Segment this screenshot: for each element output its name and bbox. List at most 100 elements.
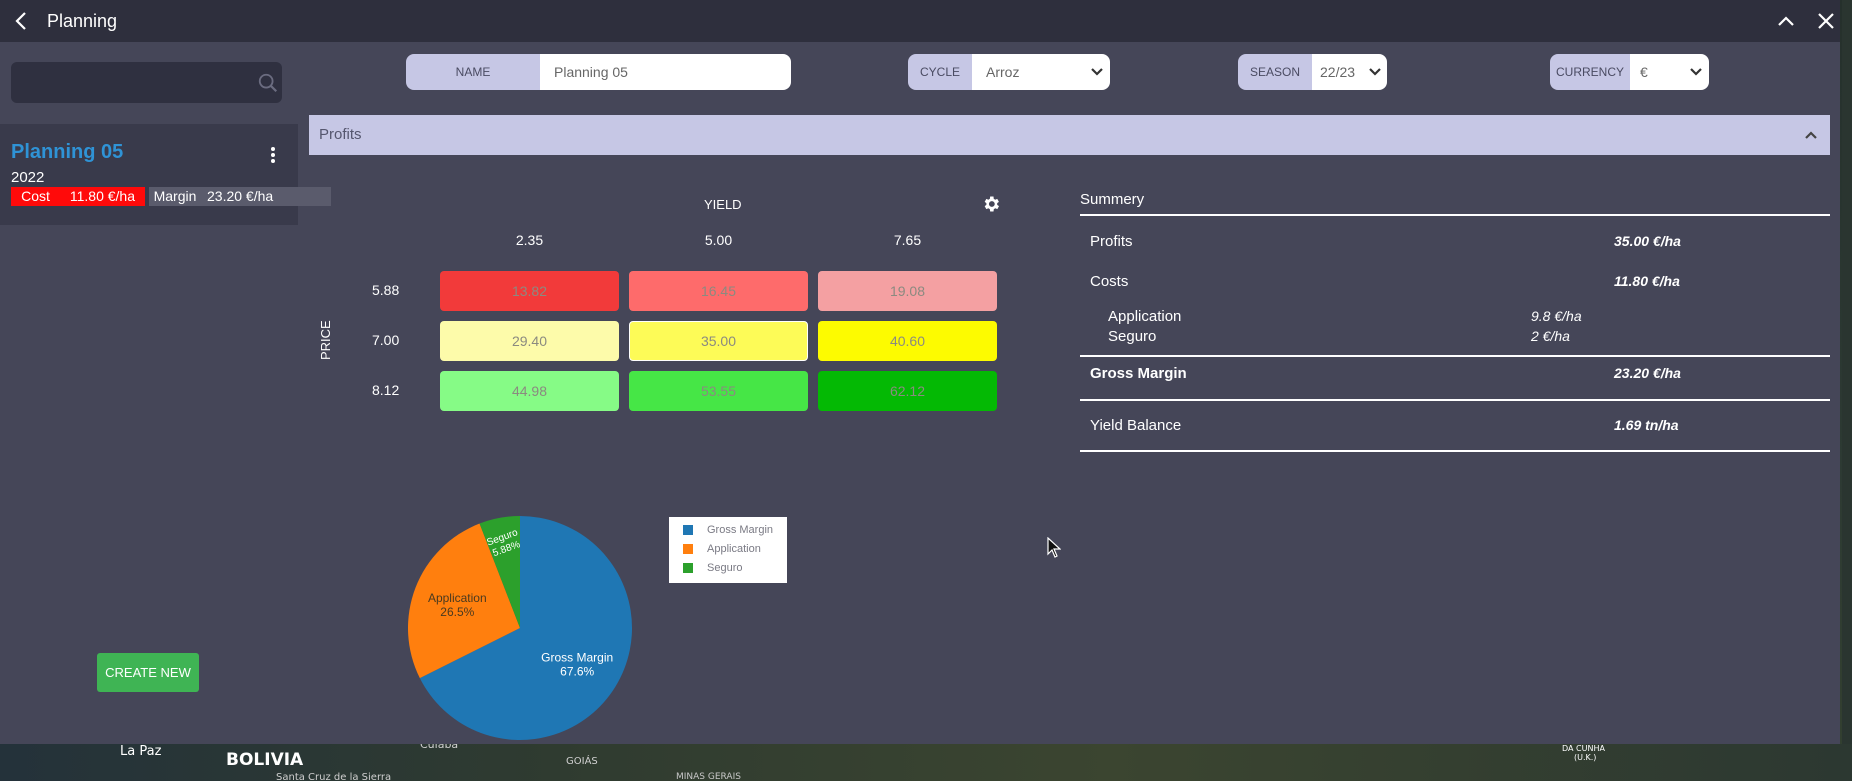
profits-section-title: Profits — [319, 126, 362, 143]
minimize-chevron-icon[interactable] — [1774, 9, 1798, 33]
summary-seguro-label: Seguro — [1108, 328, 1157, 345]
cycle-field-label: CYCLE — [908, 54, 972, 90]
yield-axis-label: YIELD — [704, 197, 742, 212]
map-label-uk: (U.K.) — [1574, 753, 1597, 762]
plan-year: 2022 — [11, 169, 45, 186]
summary-costs-label: Costs — [1090, 273, 1129, 290]
chevron-down-icon — [1091, 68, 1103, 76]
price-axis-label: PRICE — [318, 320, 333, 360]
season-field: SEASON 22/23 — [1238, 54, 1387, 90]
profits-section-header[interactable]: Profits — [309, 115, 1830, 155]
price-row-header: 8.12 — [372, 382, 400, 398]
summary-seguro-value: 2 €/ha — [1531, 328, 1570, 344]
mouse-cursor-icon — [1047, 537, 1061, 558]
profit-cell-selected[interactable]: 35.00 — [629, 321, 808, 361]
summary-profits-value: 35.00 €/ha — [1614, 233, 1681, 249]
pie-slice-label: Application — [428, 591, 487, 605]
price-row-header: 7.00 — [372, 332, 400, 348]
summary-divider — [1080, 450, 1830, 452]
profit-cell[interactable]: 62.12 — [818, 371, 997, 411]
currency-select[interactable]: € — [1630, 54, 1709, 90]
legend-label: Application — [707, 543, 761, 555]
pie-slice-seguro — [479, 516, 520, 628]
map-strip: La Paz BOLIVIA Cuiabá GOIÁS MINAS GERAIS… — [0, 738, 1852, 781]
currency-field-label: CURRENCY — [1550, 54, 1630, 90]
map-label-la-paz: La Paz — [120, 744, 162, 759]
summary-divider — [1080, 214, 1830, 216]
summary-yield-balance-label: Yield Balance — [1090, 417, 1182, 434]
pie-slice-percent: 26.5% — [440, 605, 474, 619]
summary-gross-margin-label: Gross Margin — [1090, 365, 1187, 382]
profit-cell[interactable]: 53.55 — [629, 371, 808, 411]
pie-slice-application — [408, 523, 520, 679]
legend-label: Gross Margin — [707, 524, 774, 536]
legend-item: Seguro — [683, 562, 742, 574]
search-icon[interactable] — [257, 72, 279, 94]
summary-profits-label: Profits — [1090, 233, 1133, 250]
yield-column-header: 2.35 — [515, 232, 544, 248]
summary-yield-balance-value: 1.69 tn/ha — [1614, 417, 1679, 433]
yield-column-header: 7.65 — [893, 232, 922, 248]
legend-swatch — [683, 544, 693, 554]
map-label-da-cunha: DA CUNHA — [1562, 744, 1605, 753]
search-box — [11, 62, 282, 103]
margin-badge-value: 23.20 €/ha — [201, 187, 331, 206]
name-field-label: NAME — [406, 54, 540, 90]
profit-cell[interactable]: 16.45 — [629, 271, 808, 311]
plan-card[interactable] — [0, 124, 298, 225]
season-select-value: 22/23 — [1320, 64, 1356, 80]
legend-swatch — [683, 525, 693, 535]
search-input[interactable] — [11, 62, 241, 103]
cost-badge-value: 11.80 €/ha — [60, 187, 145, 206]
cycle-select[interactable]: Arroz — [972, 54, 1110, 90]
cycle-select-value: Arroz — [986, 64, 1020, 80]
map-label-minas-gerais: MINAS GERAIS — [676, 772, 741, 781]
map-label-bolivia: BOLIVIA — [226, 750, 304, 770]
yield-column-header: 5.00 — [704, 232, 733, 248]
summary-application-label: Application — [1108, 308, 1182, 325]
currency-select-value: € — [1640, 64, 1648, 80]
profit-cell[interactable]: 44.98 — [440, 371, 619, 411]
margin-badge-label: Margin — [149, 187, 201, 206]
summary-divider — [1080, 399, 1830, 401]
map-label-santa-cruz: Santa Cruz de la Sierra — [276, 772, 392, 781]
currency-field: CURRENCY € — [1550, 54, 1709, 90]
profit-cell[interactable]: 19.08 — [818, 271, 997, 311]
cycle-field: CYCLE Arroz — [908, 54, 1110, 90]
season-field-label: SEASON — [1238, 54, 1312, 90]
legend-item: Gross Margin — [683, 524, 773, 536]
legend-swatch — [683, 563, 693, 573]
summary-costs-value: 11.80 €/ha — [1614, 273, 1680, 289]
plan-badges: Cost 11.80 €/ha Margin 23.20 €/ha — [11, 187, 331, 206]
pie-slice-label: Gross Margin — [541, 650, 613, 664]
map-label-goias: GOIÁS — [566, 756, 598, 767]
profit-cell[interactable]: 29.40 — [440, 321, 619, 361]
back-arrow-icon[interactable] — [10, 9, 34, 33]
summary-gross-margin-value: 23.20 €/ha — [1614, 365, 1681, 381]
chevron-down-icon — [1369, 68, 1381, 76]
chevron-up-icon[interactable] — [1803, 127, 1819, 143]
legend-item: Application — [683, 543, 761, 555]
summary-title: Summery — [1080, 191, 1145, 208]
pie-slice-percent: 67.6% — [560, 664, 594, 678]
profit-cell[interactable]: 40.60 — [818, 321, 997, 361]
pie-legend: Gross Margin Application Seguro — [669, 517, 787, 583]
cost-breakdown-pie-chart: Gross Margin67.6%Application26.5%Seguro5… — [408, 516, 632, 740]
gear-icon[interactable] — [981, 194, 1001, 214]
close-icon[interactable] — [1814, 9, 1838, 33]
create-new-button[interactable]: CREATE NEW — [97, 653, 199, 692]
name-input[interactable]: Planning 05 — [540, 54, 791, 90]
price-row-header: 5.88 — [372, 282, 400, 298]
cost-badge-label: Cost — [11, 187, 60, 206]
summary-application-value: 9.8 €/ha — [1531, 308, 1582, 324]
title-bar: Planning — [0, 0, 1840, 42]
planning-window: Planning Planning 05 2022 Cost 11.80 €/h… — [0, 0, 1840, 744]
window-title: Planning — [47, 11, 118, 31]
profit-cell[interactable]: 13.82 — [440, 271, 619, 311]
kebab-menu-icon[interactable] — [266, 145, 280, 165]
chevron-down-icon — [1690, 68, 1702, 76]
name-field: NAME Planning 05 — [406, 54, 791, 90]
map-edge — [1842, 0, 1852, 781]
plan-title[interactable]: Planning 05 — [11, 141, 124, 163]
season-select[interactable]: 22/23 — [1312, 54, 1387, 90]
